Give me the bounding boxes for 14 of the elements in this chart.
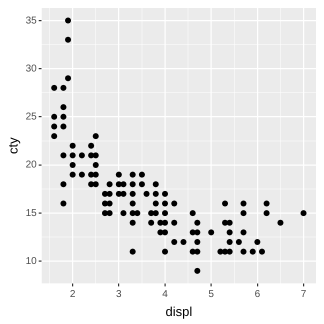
x-tick-label: 3 bbox=[116, 289, 122, 300]
y-tick-label: 30 bbox=[26, 63, 38, 74]
y-tick-label: 35 bbox=[26, 15, 38, 26]
y-tick-label: 20 bbox=[26, 160, 38, 171]
x-axis-title: displ bbox=[165, 304, 192, 319]
x-tick-label: 2 bbox=[70, 289, 76, 300]
y-tick-label: 15 bbox=[26, 208, 38, 219]
x-tick-label: 7 bbox=[300, 289, 307, 300]
y-tick-label: 25 bbox=[26, 112, 38, 123]
y-tick-label: 10 bbox=[26, 256, 38, 267]
x-tick-label: 5 bbox=[208, 289, 214, 300]
y-axis-title: cty bbox=[5, 136, 20, 154]
x-tick-label: 4 bbox=[162, 289, 168, 300]
x-tick-label: 6 bbox=[254, 289, 261, 300]
